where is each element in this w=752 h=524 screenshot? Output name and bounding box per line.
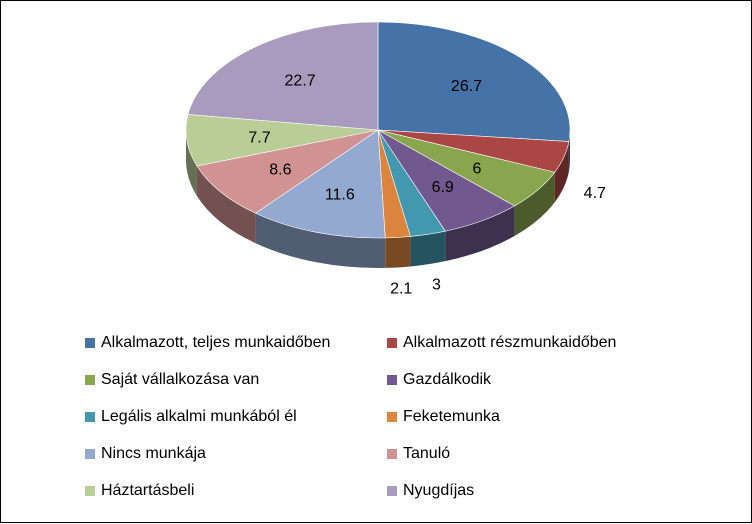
data-label: 7.7	[248, 130, 270, 147]
data-label: 22.7	[285, 72, 316, 89]
legend-label: Legális alkalmi munkából él	[101, 407, 297, 425]
data-label: 4.7	[584, 185, 606, 202]
legend-label: Háztartásbeli	[101, 481, 195, 499]
pie-slice	[377, 21, 571, 142]
legend-swatch	[85, 485, 95, 496]
legend-label: Alkalmazott, teljes munkaidőben	[101, 333, 331, 351]
legend-swatch	[387, 374, 397, 385]
pie-slice-side	[385, 236, 411, 268]
pie-slice	[255, 129, 386, 239]
legend-swatch	[387, 337, 397, 348]
legend-swatch	[387, 411, 397, 422]
pie-slice-side	[554, 141, 569, 203]
data-label: 8.6	[269, 161, 291, 178]
legend-item: Saját vállalkozása van	[85, 370, 387, 389]
legend-swatch	[85, 448, 95, 459]
legend-label: Saját vállalkozása van	[101, 370, 260, 388]
data-label: 2.1	[390, 280, 412, 297]
pie-slice	[196, 129, 379, 214]
legend-item: Nincs munkája	[85, 444, 387, 463]
legend-item: Alkalmazott, teljes munkaidőben	[85, 333, 387, 352]
legend-item: Tanuló	[387, 444, 689, 463]
data-label: 3	[432, 277, 441, 294]
data-label: 6.9	[432, 179, 454, 196]
legend-label: Nincs munkája	[101, 444, 206, 462]
legend-label: Gazdálkodik	[403, 370, 492, 388]
legend-item: Gazdálkodik	[387, 370, 689, 389]
legend-item: Alkalmazott részmunkaidőben	[387, 333, 689, 352]
legend-label: Feketemunka	[403, 407, 500, 425]
legend-label: Alkalmazott részmunkaidőben	[403, 333, 617, 351]
pie-slice-side	[255, 213, 386, 268]
legend-swatch	[387, 448, 397, 459]
legend-item: Háztartásbeli	[85, 481, 387, 500]
legend-item: Nyugdíjas	[387, 481, 689, 500]
pie-slice	[185, 114, 379, 167]
legend-label: Tanuló	[403, 444, 451, 462]
legend: Alkalmazott, teljes munkaidőben Alkalmazo…	[85, 333, 705, 500]
legend-item: Feketemunka	[387, 407, 689, 426]
legend-item: Legális alkalmi munkából él	[85, 407, 387, 426]
data-label: 6	[472, 160, 481, 177]
pie-slice-side	[196, 165, 256, 244]
legend-swatch	[85, 374, 95, 385]
pie-slice	[187, 21, 379, 131]
pie-slice-side	[186, 130, 197, 196]
legend-label: Nyugdíjas	[403, 481, 475, 499]
pie-slice-side	[410, 231, 446, 267]
legend-swatch	[85, 411, 95, 422]
data-label: 26.7	[451, 78, 482, 95]
pie-slice-side	[514, 172, 555, 236]
legend-swatch	[85, 337, 95, 348]
legend-swatch	[387, 485, 397, 496]
data-label: 11.6	[325, 186, 355, 203]
pie-slice-side	[445, 205, 515, 262]
